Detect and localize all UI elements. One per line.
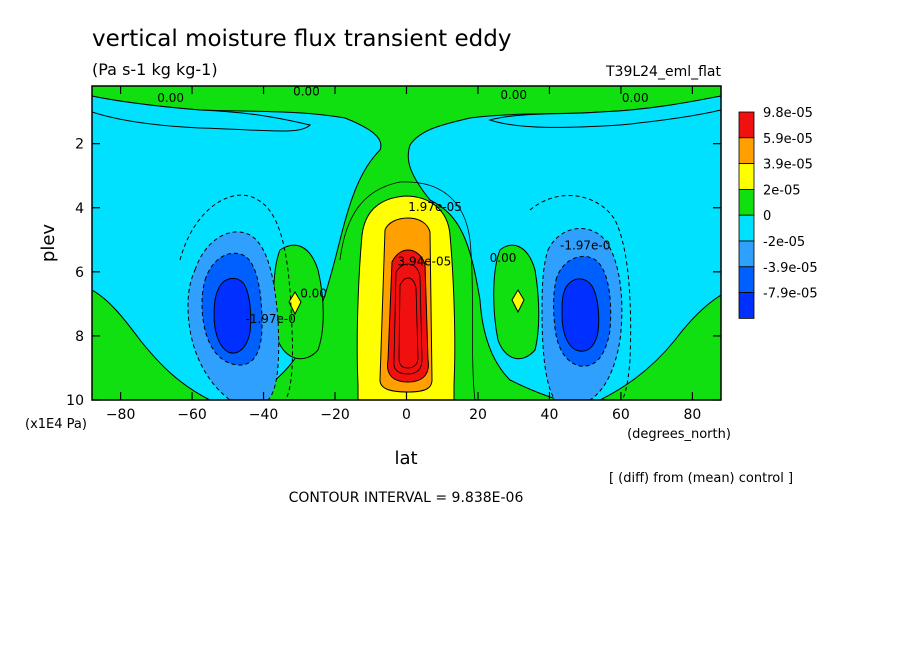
contour-labels: 0.00 0.00 0.00 0.00 1.97e-05 3.94e-05 0.00 0.00…: [157, 85, 648, 326]
contour-label: -1.97e-0: [560, 238, 610, 252]
y-tick-label: 6: [75, 265, 84, 281]
fill-region-se-green: [599, 294, 721, 400]
fill-region-w-neg3: [213, 277, 252, 354]
y-tick-label: 4: [75, 201, 84, 217]
legend-swatch: [738, 214, 755, 242]
legend-swatch: [738, 137, 755, 165]
contour-label: -1.97e-0: [245, 312, 295, 326]
legend-swatch: [738, 240, 755, 268]
y-tick-label: 8: [75, 329, 84, 345]
contour-label: 0.00: [622, 91, 649, 105]
legend-label: -3.9e-05: [763, 261, 818, 276]
fill-region-e-neg3: [561, 278, 600, 352]
contour-center-thin-outer: [339, 181, 476, 400]
contour-label: 0.00: [300, 286, 327, 300]
y-axis-units: (x1E4 Pa): [25, 417, 87, 432]
y-tick-label: 2: [75, 137, 84, 153]
contour-e-dashed-outer: [529, 195, 632, 400]
contour-label: 0.00: [157, 91, 184, 105]
chart-units: (Pa s-1 kg kg-1): [92, 60, 218, 79]
x-tick-label: −80: [106, 407, 136, 423]
legend-label: -7.9e-05: [763, 287, 818, 302]
fill-region-sw-green: [92, 289, 211, 400]
contour-label: 0.00: [293, 85, 320, 99]
legend-label: 0: [763, 209, 771, 224]
fill-region-center-red: [387, 249, 429, 383]
x-tick-label: 20: [469, 407, 487, 423]
contour-label: 1.97e-05: [408, 200, 462, 214]
contour-label: 0.00: [500, 88, 527, 102]
contour-interval: CONTOUR INTERVAL = 9.838E-06: [289, 490, 524, 506]
x-tick-label: 40: [541, 407, 559, 423]
legend-label: 3.9e-05: [763, 158, 813, 173]
x-axis: −80 −60 −40 −20 0 20 40 60 80: [106, 86, 701, 423]
diff-note: [ (diff) from (mean) control ]: [609, 471, 793, 486]
x-tick-label: −20: [320, 407, 350, 423]
y-axis: 2 4 6 8 10: [66, 137, 721, 409]
run-label: T39L24_eml_flat: [605, 64, 722, 80]
legend-label: 2e-05: [763, 183, 801, 198]
contour-center-red-inner1: [393, 263, 423, 375]
legend-swatch: [738, 163, 755, 190]
legend-label: 5.9e-05: [763, 132, 813, 147]
plot-area: [92, 86, 721, 400]
chart-title: vertical moisture flux transient eddy: [92, 26, 511, 52]
legend-label: -2e-05: [763, 235, 805, 250]
y-tick-label: 10: [66, 393, 84, 409]
fill-region-top-cyan-left: [92, 95, 311, 132]
legend: 9.8e-05 5.9e-05 3.9e-05 2e-05 0 -2e-05 -3.9e-0…: [738, 106, 818, 319]
x-tick-label: 60: [612, 407, 630, 423]
fill-region-top-cyan-right: [488, 95, 721, 128]
x-axis-units: (degrees_north): [627, 427, 731, 442]
x-axis-label: lat: [394, 448, 417, 469]
legend-swatch: [738, 266, 755, 293]
legend-swatch: [738, 111, 755, 139]
yellow-diamond-right: [511, 289, 525, 314]
legend-swatch: [738, 292, 755, 319]
x-tick-label: −60: [177, 407, 207, 423]
x-tick-label: 0: [402, 407, 411, 423]
contour-w-dashed-outer: [179, 194, 293, 400]
legend-swatch: [738, 188, 755, 216]
contour-label: 0.00: [490, 251, 517, 265]
x-tick-label: 80: [683, 407, 701, 423]
x-tick-label: −40: [249, 407, 279, 423]
y-axis-label: plev: [38, 224, 59, 263]
contour-center-red-inner2: [398, 277, 419, 369]
contour-label: 3.94e-05: [398, 254, 452, 268]
legend-label: 9.8e-05: [763, 106, 813, 121]
